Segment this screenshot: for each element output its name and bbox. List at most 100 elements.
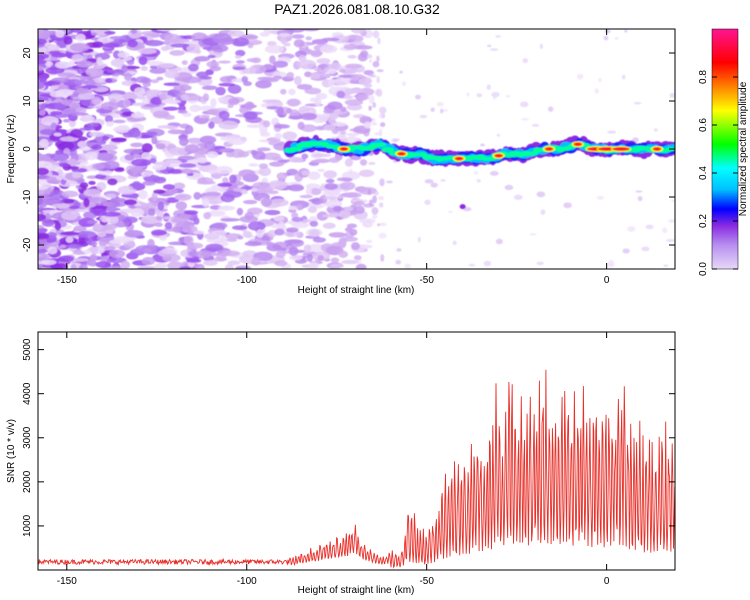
heatmap-cell bbox=[329, 263, 345, 269]
y-tick-label: 10 bbox=[22, 95, 33, 107]
heatmap-cell bbox=[85, 67, 104, 77]
heatmap-cell bbox=[131, 158, 152, 167]
heatmap-cell bbox=[336, 177, 353, 182]
y-tick-label: 0 bbox=[22, 146, 33, 152]
heatmap-cell bbox=[156, 76, 164, 81]
heatmap-cell bbox=[232, 187, 243, 192]
x-tick-label: -100 bbox=[237, 576, 257, 587]
heatmap-cell bbox=[70, 29, 83, 33]
heatmap-cell bbox=[353, 200, 365, 206]
heatmap-cell bbox=[604, 29, 611, 34]
heatmap-cell bbox=[68, 205, 80, 210]
heatmap-cell bbox=[59, 198, 75, 204]
heatmap-cell bbox=[287, 98, 301, 107]
heatmap-cell bbox=[217, 182, 233, 188]
heatmap-cell bbox=[374, 132, 382, 136]
heatmap-cell bbox=[38, 81, 45, 90]
y-tick-label: 1000 bbox=[22, 514, 33, 537]
heatmap-cell bbox=[135, 245, 156, 253]
heatmap-cell bbox=[211, 44, 229, 53]
heatmap-cell bbox=[286, 108, 293, 114]
heatmap-cell bbox=[346, 135, 358, 143]
heatmap-cell bbox=[310, 50, 322, 58]
heatmap-cell bbox=[293, 75, 302, 86]
heatmap-cell bbox=[327, 78, 335, 88]
heatmap-cell bbox=[72, 251, 86, 256]
spectrogram-heatmap bbox=[38, 29, 675, 269]
heatmap-cell bbox=[328, 157, 340, 163]
heatmap-cell bbox=[71, 171, 82, 179]
heatmap-cell bbox=[622, 248, 630, 254]
heatmap-cell bbox=[396, 248, 402, 252]
heatmap-cell bbox=[206, 108, 219, 115]
heatmap-cell bbox=[220, 217, 241, 222]
heatmap-cell bbox=[463, 206, 472, 212]
heatmap-cell bbox=[218, 120, 239, 130]
heatmap-cell bbox=[251, 187, 258, 192]
heatmap-cell bbox=[198, 75, 212, 80]
heatmap-cell bbox=[317, 64, 329, 69]
heatmap-cell bbox=[430, 182, 438, 188]
heatmap-cell bbox=[287, 156, 304, 163]
heatmap-cell bbox=[147, 90, 164, 95]
heatmap-cell bbox=[305, 36, 312, 41]
heatmap-cell bbox=[184, 210, 199, 215]
heatmap-cell bbox=[89, 254, 97, 263]
heatmap-cell bbox=[341, 259, 360, 265]
heatmap-cell bbox=[227, 30, 245, 38]
heatmap-cell bbox=[140, 77, 152, 84]
heatmap-cell bbox=[235, 60, 245, 64]
snr-xlabel: Height of straight line (km) bbox=[298, 585, 415, 596]
heatmap-cell bbox=[348, 168, 353, 175]
heatmap-cell bbox=[662, 227, 668, 234]
heatmap-cell bbox=[289, 146, 303, 152]
heatmap-cell bbox=[187, 63, 199, 72]
heatmap-cell bbox=[371, 121, 378, 126]
heatmap-cell bbox=[101, 211, 121, 217]
heatmap-cell bbox=[90, 240, 98, 247]
heatmap-cell bbox=[287, 184, 305, 192]
heatmap-cell bbox=[331, 122, 347, 127]
heatmap-cell bbox=[142, 181, 156, 186]
heatmap-cell bbox=[124, 154, 135, 161]
heatmap-cell bbox=[149, 158, 157, 164]
heatmap-cell bbox=[180, 94, 189, 101]
heatmap-cell bbox=[213, 257, 228, 262]
heatmap-cell bbox=[271, 156, 283, 161]
heatmap-cell bbox=[211, 222, 228, 229]
heatmap-cell bbox=[51, 203, 71, 209]
heatmap-cell bbox=[92, 41, 104, 48]
y-tick-label: 3000 bbox=[22, 426, 33, 449]
heatmap-cell bbox=[107, 215, 119, 225]
heatmap-cell bbox=[48, 50, 61, 55]
heatmap-cell bbox=[260, 197, 272, 207]
heatmap-cell bbox=[201, 85, 218, 91]
heatmap-cell bbox=[344, 192, 362, 198]
heatmap-cell bbox=[357, 94, 369, 101]
heatmap-cell bbox=[296, 59, 317, 69]
heatmap-cell bbox=[41, 218, 55, 227]
heatmap-cell bbox=[278, 33, 291, 37]
heatmap-cell bbox=[505, 95, 511, 98]
heatmap-cell bbox=[368, 161, 376, 165]
heatmap-cell bbox=[59, 136, 79, 142]
heatmap-cell bbox=[328, 115, 336, 125]
heatmap-cell bbox=[38, 74, 48, 83]
heatmap-cell bbox=[43, 81, 61, 86]
heatmap-cell bbox=[330, 257, 340, 263]
heatmap-cell bbox=[170, 38, 190, 44]
heatmap-cell bbox=[473, 170, 479, 175]
heatmap-cell bbox=[440, 108, 444, 114]
heatmap-cell bbox=[663, 264, 669, 267]
heatmap-cell bbox=[266, 241, 275, 247]
heatmap-cell bbox=[106, 69, 124, 74]
heatmap-cell bbox=[181, 223, 191, 230]
heatmap-cell bbox=[442, 109, 448, 112]
colorbar-label: Normalized spectral amplitude bbox=[738, 81, 749, 216]
heatmap-cell bbox=[337, 239, 347, 248]
heatmap-cell bbox=[46, 232, 57, 239]
heatmap-cell bbox=[162, 106, 179, 111]
heatmap-cell bbox=[344, 99, 364, 106]
